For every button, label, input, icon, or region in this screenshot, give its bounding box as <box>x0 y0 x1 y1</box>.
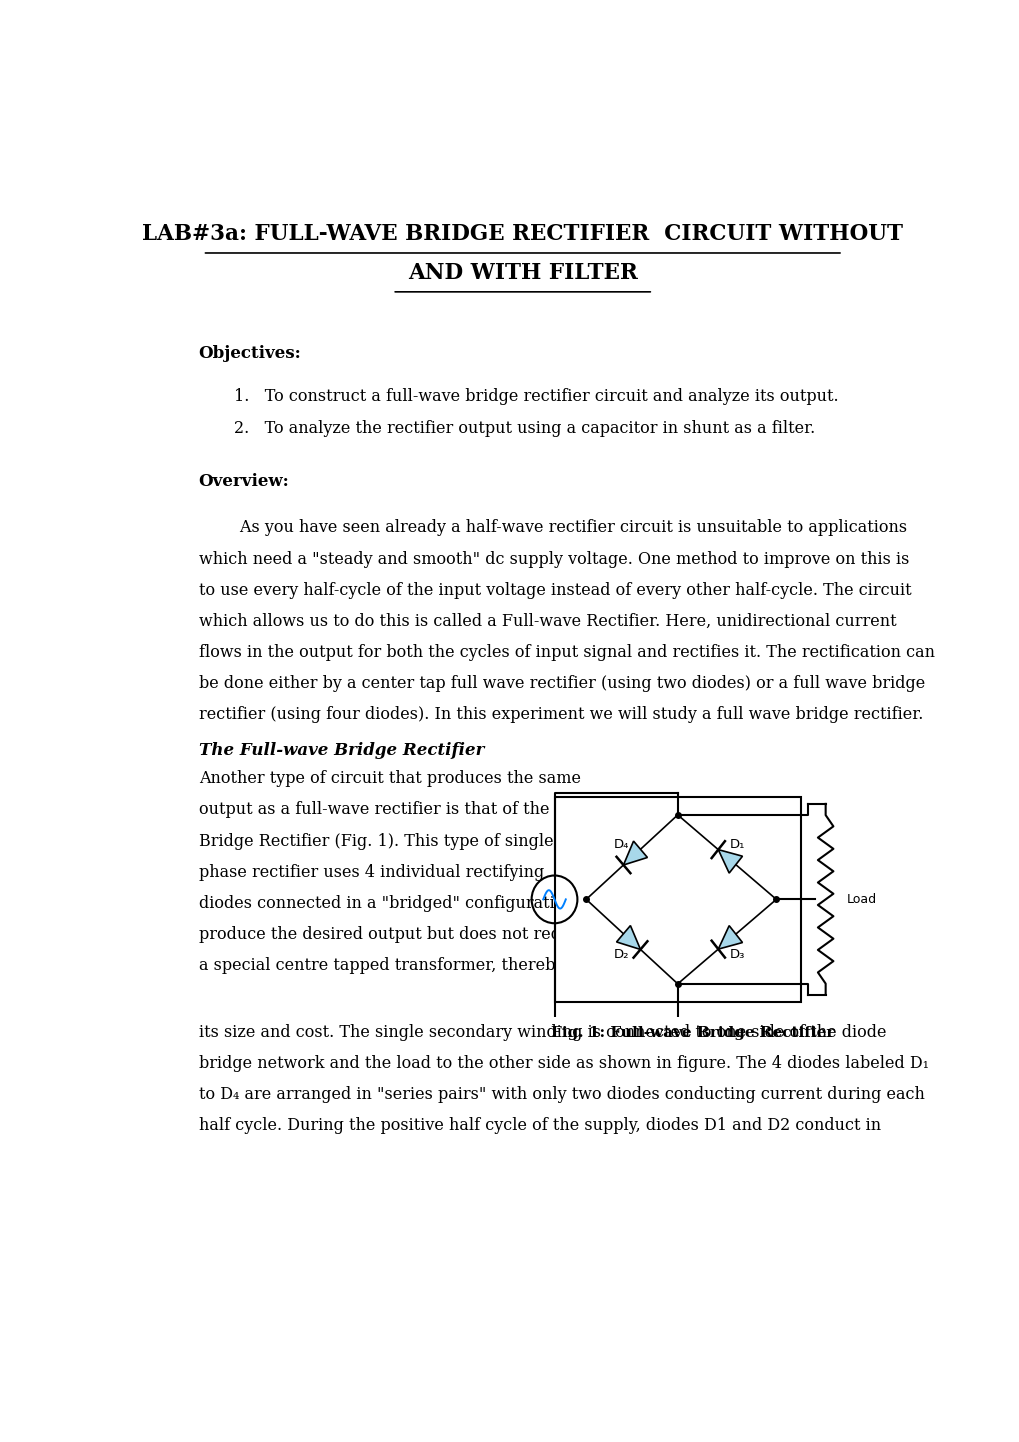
Text: LAB#3a: FULL-WAVE BRIDGE RECTIFIER  CIRCUIT WITHOUT: LAB#3a: FULL-WAVE BRIDGE RECTIFIER CIRCU… <box>142 224 903 245</box>
Text: its size and cost. The single secondary winding is connected to one side of the : its size and cost. The single secondary … <box>199 1024 886 1041</box>
Text: rectifier (using four diodes). In this experiment we will study a full wave brid: rectifier (using four diodes). In this e… <box>199 707 922 722</box>
Text: diodes connected in a "bridged" configuration to: diodes connected in a "bridged" configur… <box>199 894 595 911</box>
Text: phase rectifier uses 4 individual rectifying: phase rectifier uses 4 individual rectif… <box>199 864 543 881</box>
Text: bridge network and the load to the other side as shown in figure. The 4 diodes l: bridge network and the load to the other… <box>199 1054 927 1071</box>
Text: which need a "steady and smooth" dc supply voltage. One method to improve on thi: which need a "steady and smooth" dc supp… <box>199 551 908 568</box>
Text: flows in the output for both the cycles of input signal and rectifies it. The re: flows in the output for both the cycles … <box>199 643 933 660</box>
Text: AND WITH FILTER: AND WITH FILTER <box>408 262 637 284</box>
Text: The Full-wave Bridge Rectifier: The Full-wave Bridge Rectifier <box>199 741 484 758</box>
Text: Bridge Rectifier (Fig. 1). This type of single: Bridge Rectifier (Fig. 1). This type of … <box>199 832 552 849</box>
Text: which allows us to do this is called a Full-wave Rectifier. Here, unidirectional: which allows us to do this is called a F… <box>199 613 896 630</box>
Text: to D₄ are arranged in "series pairs" with only two diodes conducting current dur: to D₄ are arranged in "series pairs" wit… <box>199 1086 923 1103</box>
Text: be done either by a center tap full wave rectifier (using two diodes) or a full : be done either by a center tap full wave… <box>199 675 924 692</box>
Text: output as a full-wave rectifier is that of the: output as a full-wave rectifier is that … <box>199 802 548 819</box>
Text: Another type of circuit that produces the same: Another type of circuit that produces th… <box>199 770 580 787</box>
Text: 2.   To analyze the rectifier output using a capacitor in shunt as a filter.: 2. To analyze the rectifier output using… <box>234 420 814 437</box>
Text: produce the desired output but does not require: produce the desired output but does not … <box>199 926 593 943</box>
Text: Overview:: Overview: <box>199 473 289 490</box>
Text: half cycle. During the positive half cycle of the supply, diodes D1 and D2 condu: half cycle. During the positive half cyc… <box>199 1116 880 1133</box>
Text: 1.   To construct a full-wave bridge rectifier circuit and analyze its output.: 1. To construct a full-wave bridge recti… <box>234 388 838 405</box>
Text: Objectives:: Objectives: <box>199 345 301 362</box>
Text: Fig. 1: Full-wave Bridge Rectifier: Fig. 1: Full-wave Bridge Rectifier <box>550 1025 834 1040</box>
Text: to use every half-cycle of the input voltage instead of every other half-cycle. : to use every half-cycle of the input vol… <box>199 581 910 598</box>
Text: As you have seen already a half-wave rectifier circuit is unsuitable to applicat: As you have seen already a half-wave rec… <box>199 519 906 536</box>
Text: a special centre tapped transformer, thereby reducing: a special centre tapped transformer, the… <box>199 957 641 973</box>
